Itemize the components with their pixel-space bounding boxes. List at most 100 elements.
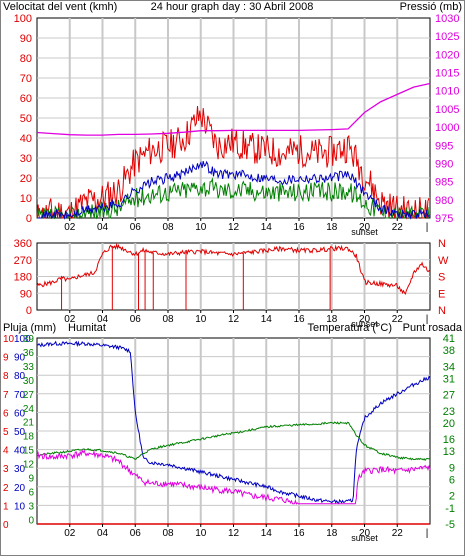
temperature-left-ytick-label: 0 [28, 515, 34, 526]
temperature-left-ytick-label: 24 [23, 404, 35, 415]
wind-ytick-label: 70 [20, 73, 32, 85]
rain-ytick-label: 8 [3, 371, 9, 382]
page-title: 24 hour graph day : 30 Abril 2008 [151, 1, 314, 13]
wind-axis-title: Velocitat del vent (kmh) [3, 1, 117, 13]
direction-xtick-label: 18 [326, 314, 338, 325]
pressure-ytick-label: 1020 [435, 49, 459, 61]
temperature-ytick-label: 20 [443, 418, 455, 430]
direction-ytick-label: 270 [14, 255, 32, 267]
wind-speed-line [36, 177, 430, 220]
rain-axis-title: Pluja (mm) [3, 322, 56, 334]
pressure-ytick-label: 1005 [435, 104, 459, 116]
thermo-xtick-label: 14 [261, 528, 273, 539]
pressure-ytick-label: 980 [435, 195, 453, 207]
wind-average-line [37, 160, 430, 220]
direction-end-mark: | [426, 314, 429, 325]
thermo-xtick-label: 16 [293, 528, 305, 539]
thermo-xtick-label: 04 [97, 528, 109, 539]
rain-ytick-label: 9 [3, 353, 9, 364]
thermo-xtick-label: 10 [195, 528, 207, 539]
rain-ytick-label: 1 [3, 501, 9, 512]
humidity-ytick-label: 80 [14, 371, 26, 382]
compass-label: W [438, 255, 449, 267]
thermo-xtick-label: 20 [359, 528, 371, 539]
direction-xtick-label: 20 [359, 314, 371, 325]
direction-xtick-label: 06 [130, 314, 142, 325]
thermo-sunset-label: sunset [351, 533, 378, 543]
compass-label: S [438, 272, 445, 284]
thermo-xtick-label: 18 [326, 528, 338, 539]
direction-xtick-label: 04 [97, 314, 109, 325]
wind-ytick-label: 80 [20, 53, 32, 65]
direction-xtick-label: 02 [64, 314, 76, 325]
temperature-ytick-label: 31 [443, 373, 455, 385]
humidity-ytick-label: 10 [14, 501, 26, 512]
temperature-ytick-label: 34 [443, 361, 455, 373]
compass-label: N [438, 238, 446, 250]
wind-xtick-label: 04 [97, 222, 109, 233]
thermo-xtick-label: 08 [162, 528, 174, 539]
thermo-xtick-label: 12 [228, 528, 240, 539]
wind-ytick-label: 40 [20, 133, 32, 145]
pressure-ytick-label: 1010 [435, 86, 459, 98]
temperature-left-ytick-label: 27 [23, 390, 35, 401]
temperature-left-ytick-label: 30 [23, 376, 35, 387]
wind-gust-line [36, 105, 430, 220]
wind-pressure-panel: 0102030405060708090100975980985990995100… [14, 13, 460, 237]
wind-xtick-label: 16 [293, 222, 305, 233]
humidity-ytick-label: 100 [14, 334, 31, 345]
direction-xtick-label: 10 [195, 314, 207, 325]
wind-ytick-label: 0 [26, 213, 32, 225]
temperature-ytick-label: -5 [445, 519, 455, 531]
temperature-ytick-label: 27 [443, 390, 455, 402]
thermo-xtick-label: 06 [130, 528, 142, 539]
temperature-ytick-label: 9 [449, 462, 455, 474]
direction-xtick-label: 22 [392, 314, 404, 325]
pressure-ytick-label: 985 [435, 177, 453, 189]
humidity-ytick-label: 20 [14, 483, 26, 494]
pressure-axis-title: Pressió (mb) [400, 1, 462, 13]
rain-ytick-label: 2 [3, 483, 9, 494]
rain-ytick-label: 10 [3, 334, 15, 345]
direction-line [36, 242, 431, 295]
temperature-left-ytick-label: 12 [23, 460, 35, 471]
compass-label: E [438, 288, 445, 300]
pressure-ytick-label: 1025 [435, 31, 459, 43]
humidity-ytick-label: 50 [14, 427, 26, 438]
wind-xtick-label: 06 [130, 222, 142, 233]
humidity-axis-title: Humitat [68, 322, 106, 334]
wind-ytick-label: 10 [20, 193, 32, 205]
dewpoint-line [36, 449, 431, 505]
temperature-axis-title: Temperatura (°C) [308, 322, 392, 334]
direction-xtick-label: 14 [261, 314, 273, 325]
temperature-left-ytick-label: 21 [23, 418, 35, 429]
wind-xtick-label: 22 [392, 222, 404, 233]
rain-ytick-label: 7 [3, 390, 9, 401]
temperature-left-ytick-label: 3 [28, 501, 34, 512]
temperature-ytick-label: -1 [445, 503, 455, 515]
wind-ytick-label: 30 [20, 153, 32, 165]
temperature-left-ytick-label: 39 [23, 334, 35, 345]
direction-sunset-label: sunset [351, 319, 378, 329]
pressure-ytick-label: 1000 [435, 122, 459, 134]
pressure-line [36, 82, 431, 136]
temperature-left-ytick-label: 18 [23, 432, 35, 443]
pressure-ytick-label: 1015 [435, 68, 459, 80]
temperature-humidity-panel: 0123456789101020304050607080901000369121… [3, 333, 455, 543]
rain-ytick-label: 3 [3, 464, 9, 475]
rain-ytick-label: 5 [3, 427, 9, 438]
wind-end-mark: | [426, 222, 429, 233]
compass-label: N [438, 305, 446, 317]
humidity-ytick-label: 40 [14, 446, 26, 457]
humidity-ytick-label: 60 [14, 408, 26, 419]
rain-ytick-label: 4 [3, 446, 9, 457]
humidity-ytick-label: 70 [14, 390, 26, 401]
rain-ytick-label: 6 [3, 408, 9, 419]
wind-ytick-label: 100 [14, 13, 32, 25]
thermo-xtick-label: 22 [392, 528, 404, 539]
temperature-ytick-label: 13 [443, 446, 455, 458]
wind-sunset-label: sunset [351, 227, 378, 237]
